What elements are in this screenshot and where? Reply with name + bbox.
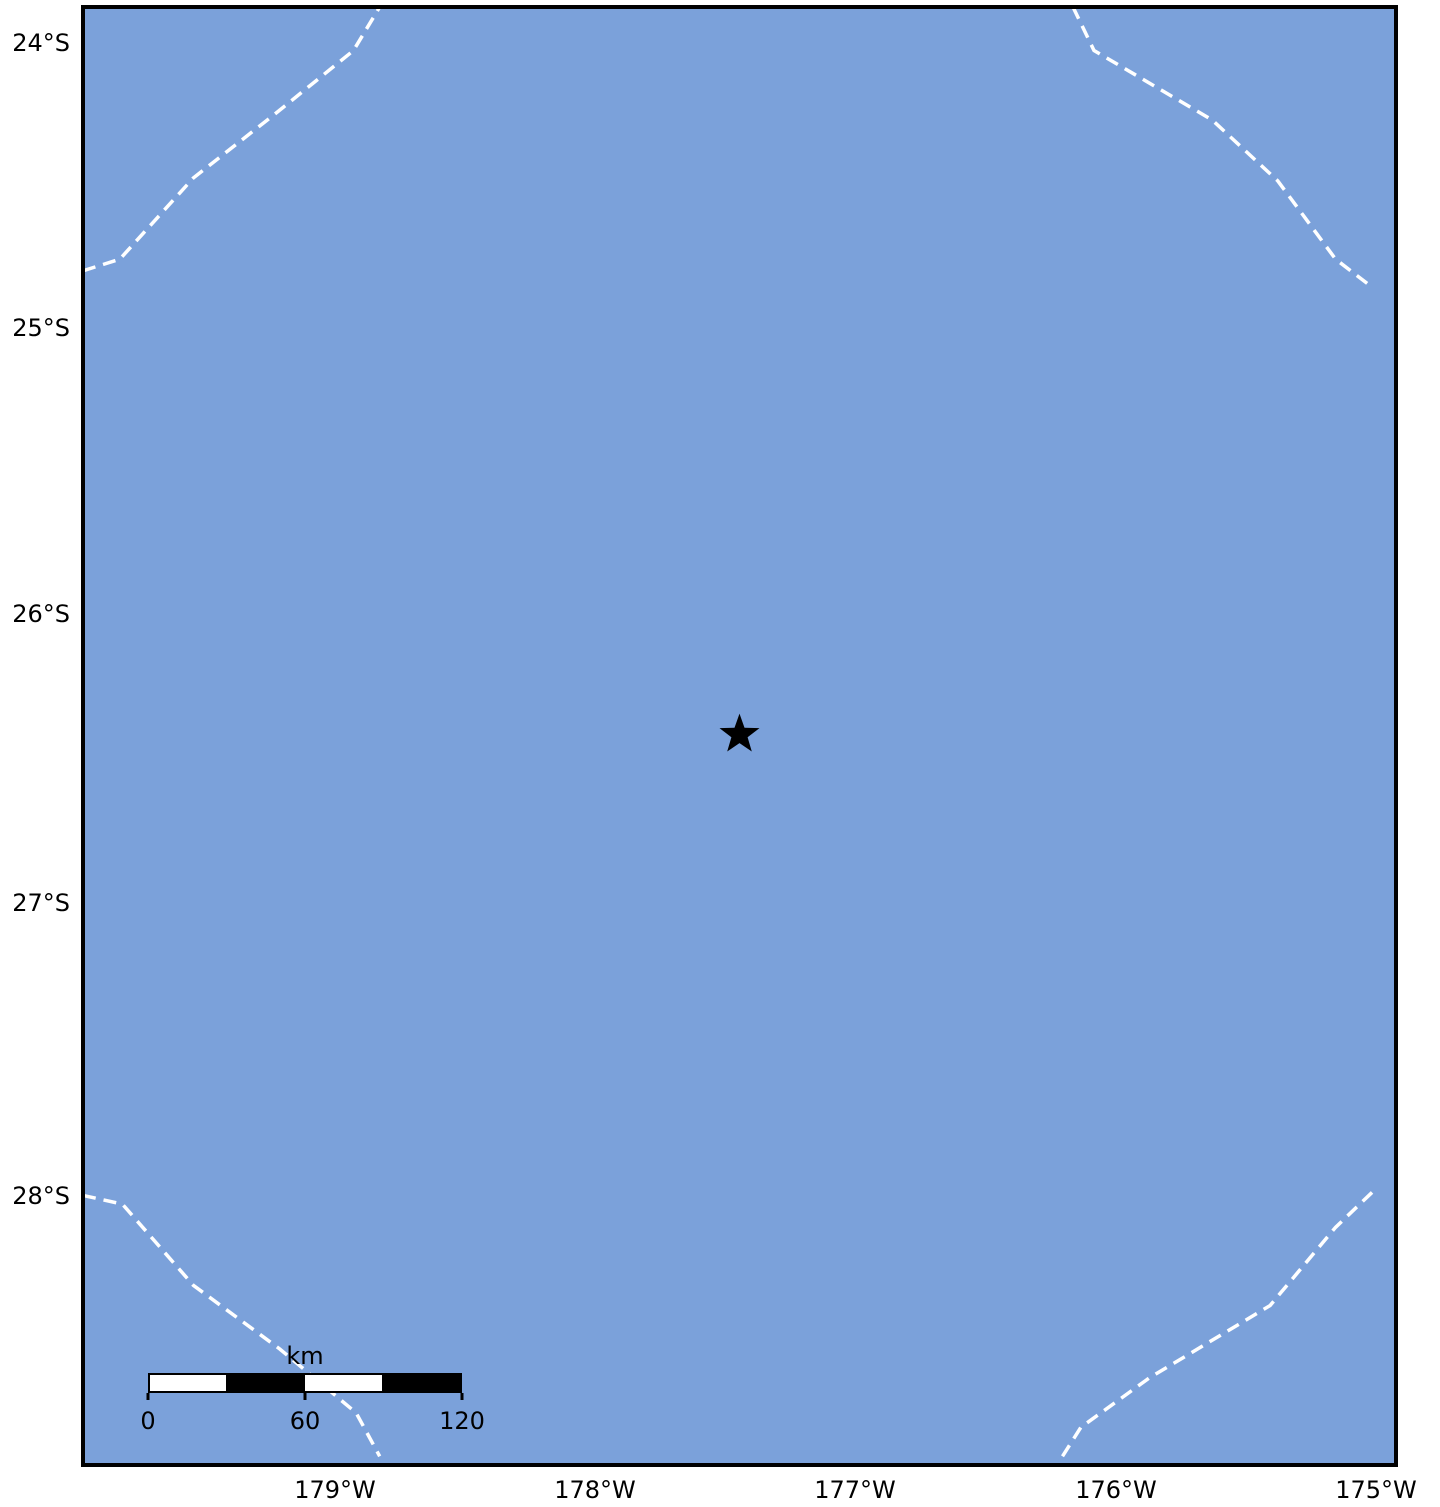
star-icon — [719, 713, 760, 752]
lat-label-24s: 24°S — [12, 29, 70, 57]
map-frame — [81, 5, 1398, 1467]
scale-bar-segment-3 — [305, 1375, 382, 1391]
scale-label-60: 60 — [290, 1407, 321, 1435]
latitude-labels: 24°S 25°S 26°S 27°S 28°S — [12, 29, 70, 1210]
longitude-labels: 179°W 178°W 177°W 176°W 175°W — [294, 1476, 1417, 1504]
scale-bar: km 0 60 120 — [140, 1342, 485, 1435]
lat-label-27s: 27°S — [12, 889, 70, 917]
lon-label-176w: 176°W — [1075, 1476, 1157, 1504]
maritime-boundaries — [82, 6, 1377, 1458]
lon-label-175w: 175°W — [1335, 1476, 1417, 1504]
lon-label-177w: 177°W — [814, 1476, 896, 1504]
scale-bar-segment-1 — [150, 1375, 226, 1391]
boundary-line-4 — [1061, 1188, 1377, 1458]
boundary-line-1 — [82, 6, 382, 273]
boundary-line-2 — [1071, 6, 1371, 287]
scale-label-120: 120 — [439, 1407, 485, 1435]
lon-label-179w: 179°W — [294, 1476, 376, 1504]
epicenter-marker — [719, 713, 760, 752]
lat-label-25s: 25°S — [12, 314, 70, 342]
boundary-line-3 — [82, 1193, 382, 1458]
lon-label-178w: 178°W — [554, 1476, 636, 1504]
scale-label-0: 0 — [140, 1407, 155, 1435]
lat-label-28s: 28°S — [12, 1182, 70, 1210]
lat-label-26s: 26°S — [12, 600, 70, 628]
scale-unit-label: km — [286, 1342, 323, 1370]
